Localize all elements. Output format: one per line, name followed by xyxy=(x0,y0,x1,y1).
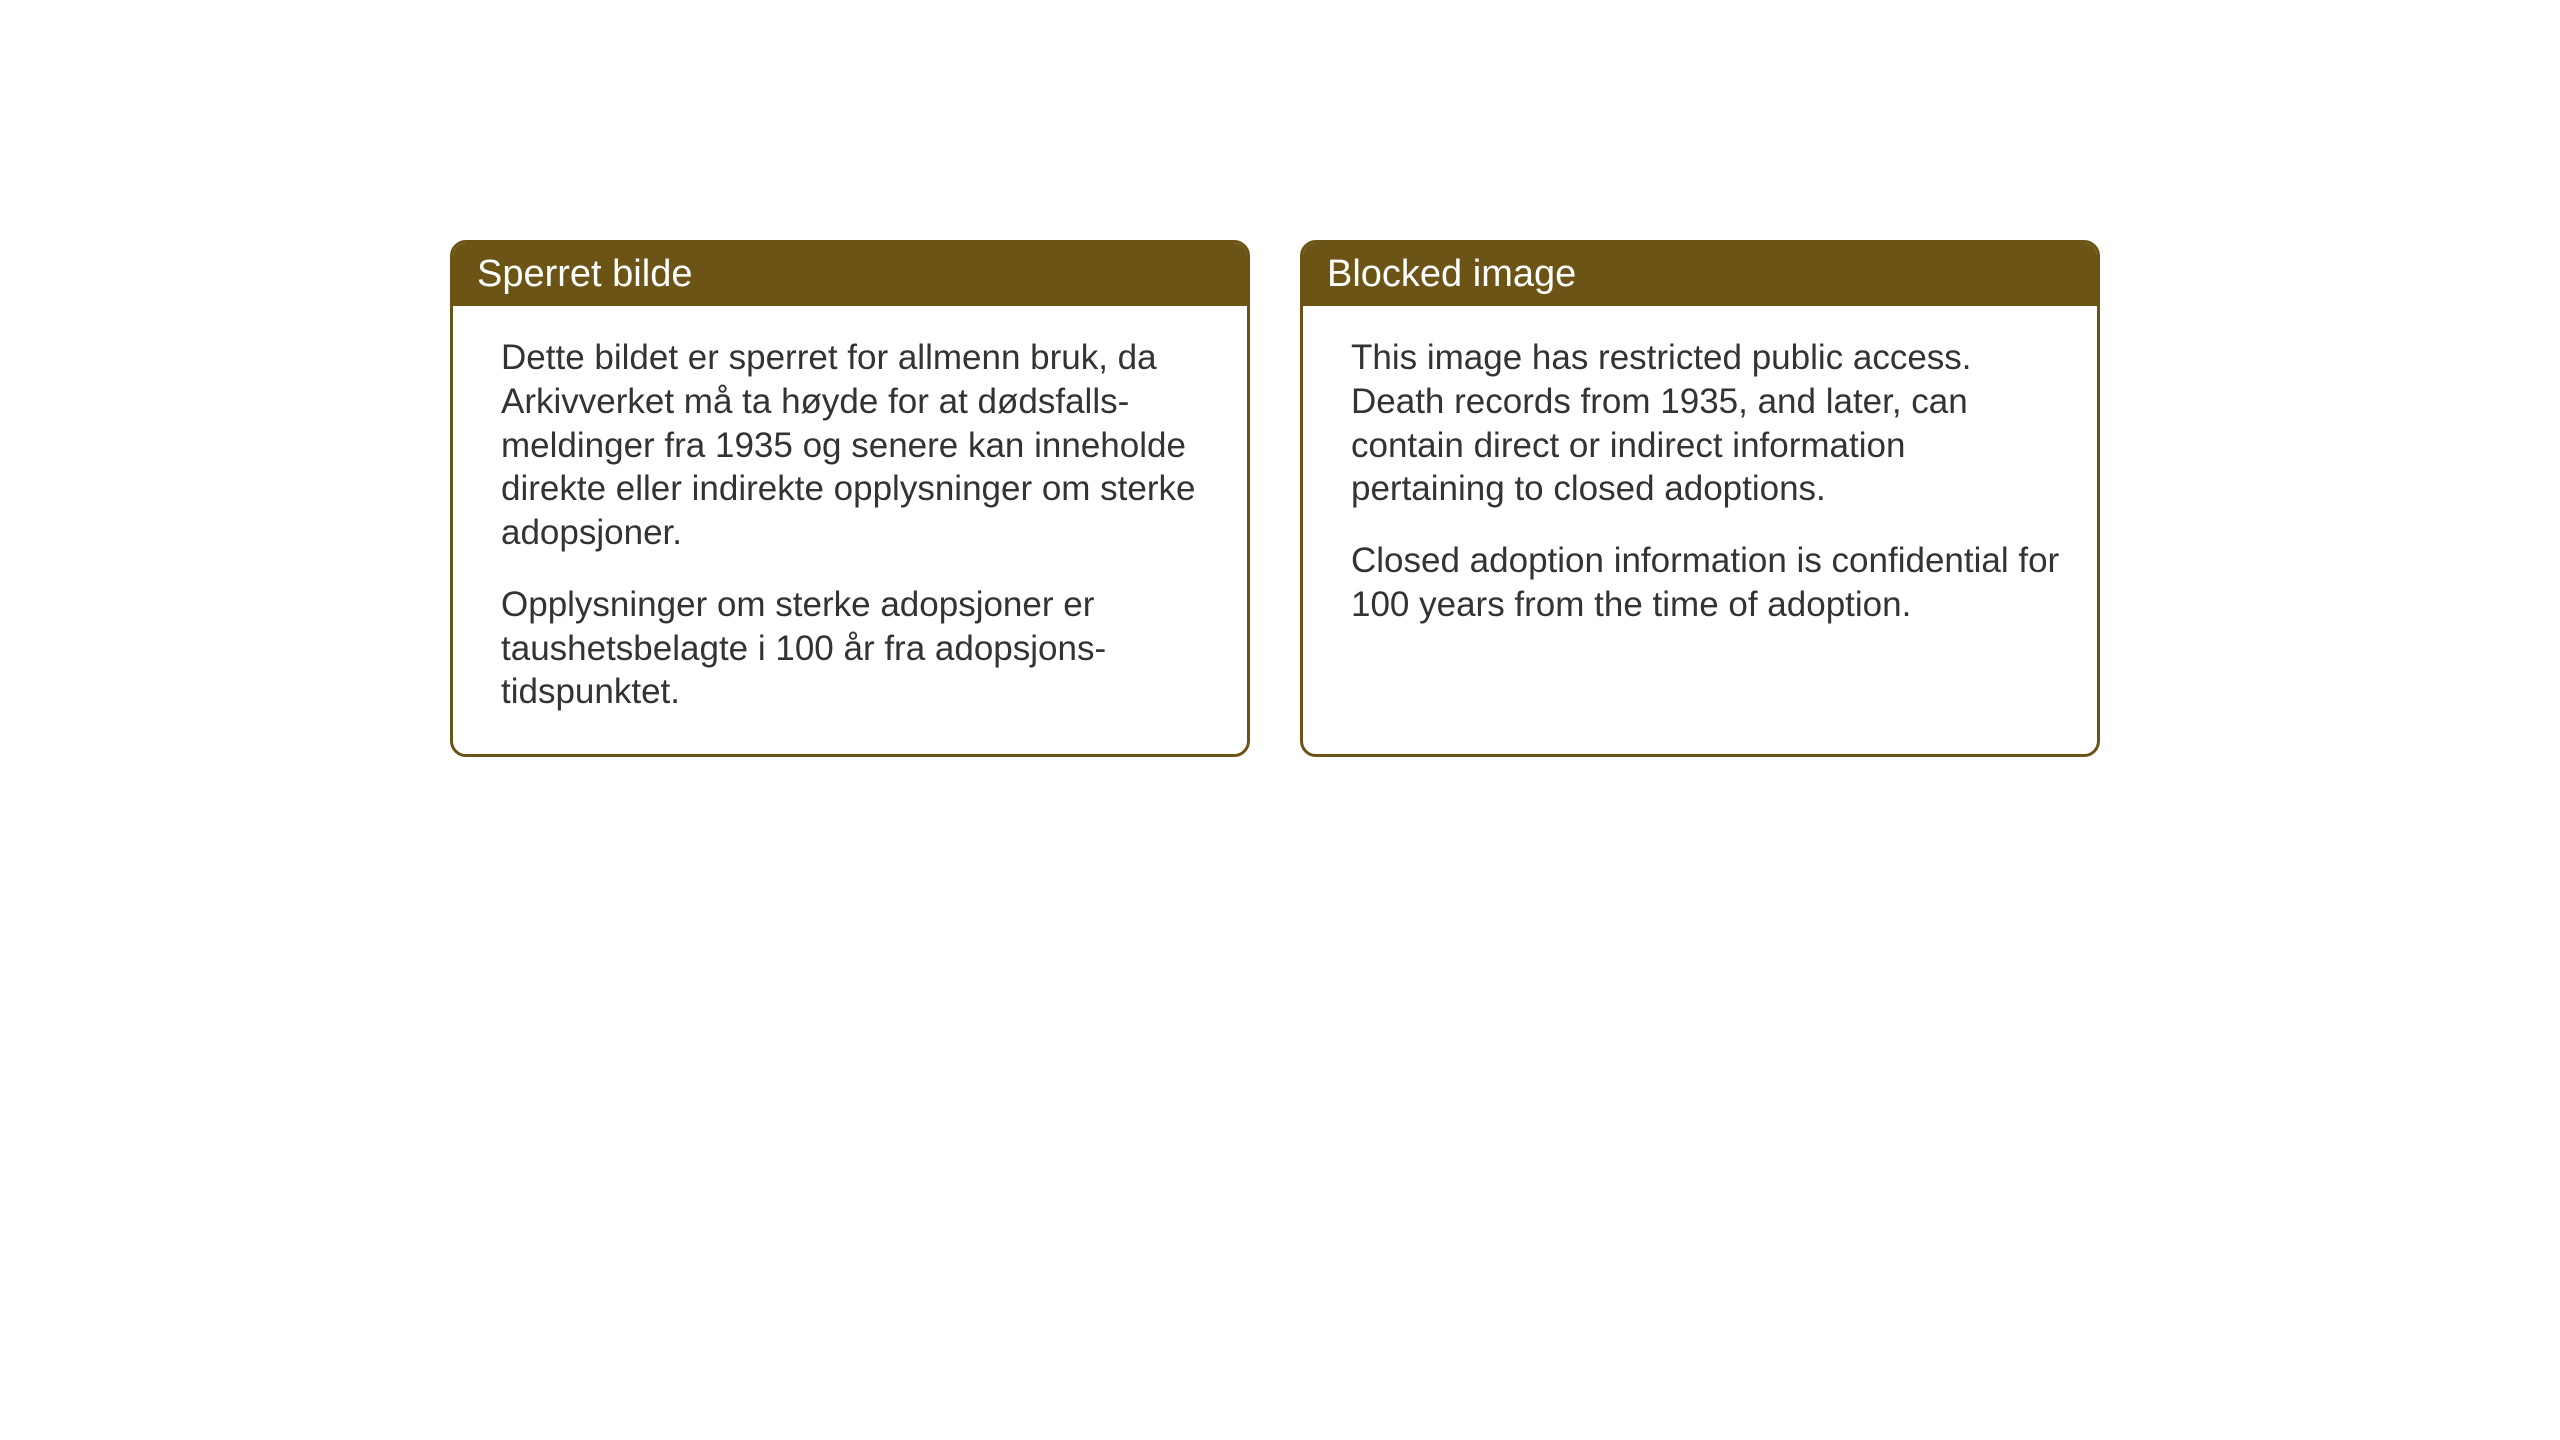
info-box-header-norwegian: Sperret bilde xyxy=(453,243,1247,306)
info-box-english: Blocked image This image has restricted … xyxy=(1300,240,2100,757)
info-paragraph-1-english: This image has restricted public access.… xyxy=(1351,336,2061,511)
info-box-body-norwegian: Dette bildet er sperret for allmenn bruk… xyxy=(453,306,1247,754)
info-box-body-english: This image has restricted public access.… xyxy=(1303,306,2097,746)
info-box-header-english: Blocked image xyxy=(1303,243,2097,306)
info-paragraph-1-norwegian: Dette bildet er sperret for allmenn bruk… xyxy=(501,336,1211,555)
info-paragraph-2-english: Closed adoption information is confident… xyxy=(1351,539,2061,627)
info-boxes-container: Sperret bilde Dette bildet er sperret fo… xyxy=(450,240,2100,757)
info-paragraph-2-norwegian: Opplysninger om sterke adopsjoner er tau… xyxy=(501,583,1211,714)
info-box-norwegian: Sperret bilde Dette bildet er sperret fo… xyxy=(450,240,1250,757)
